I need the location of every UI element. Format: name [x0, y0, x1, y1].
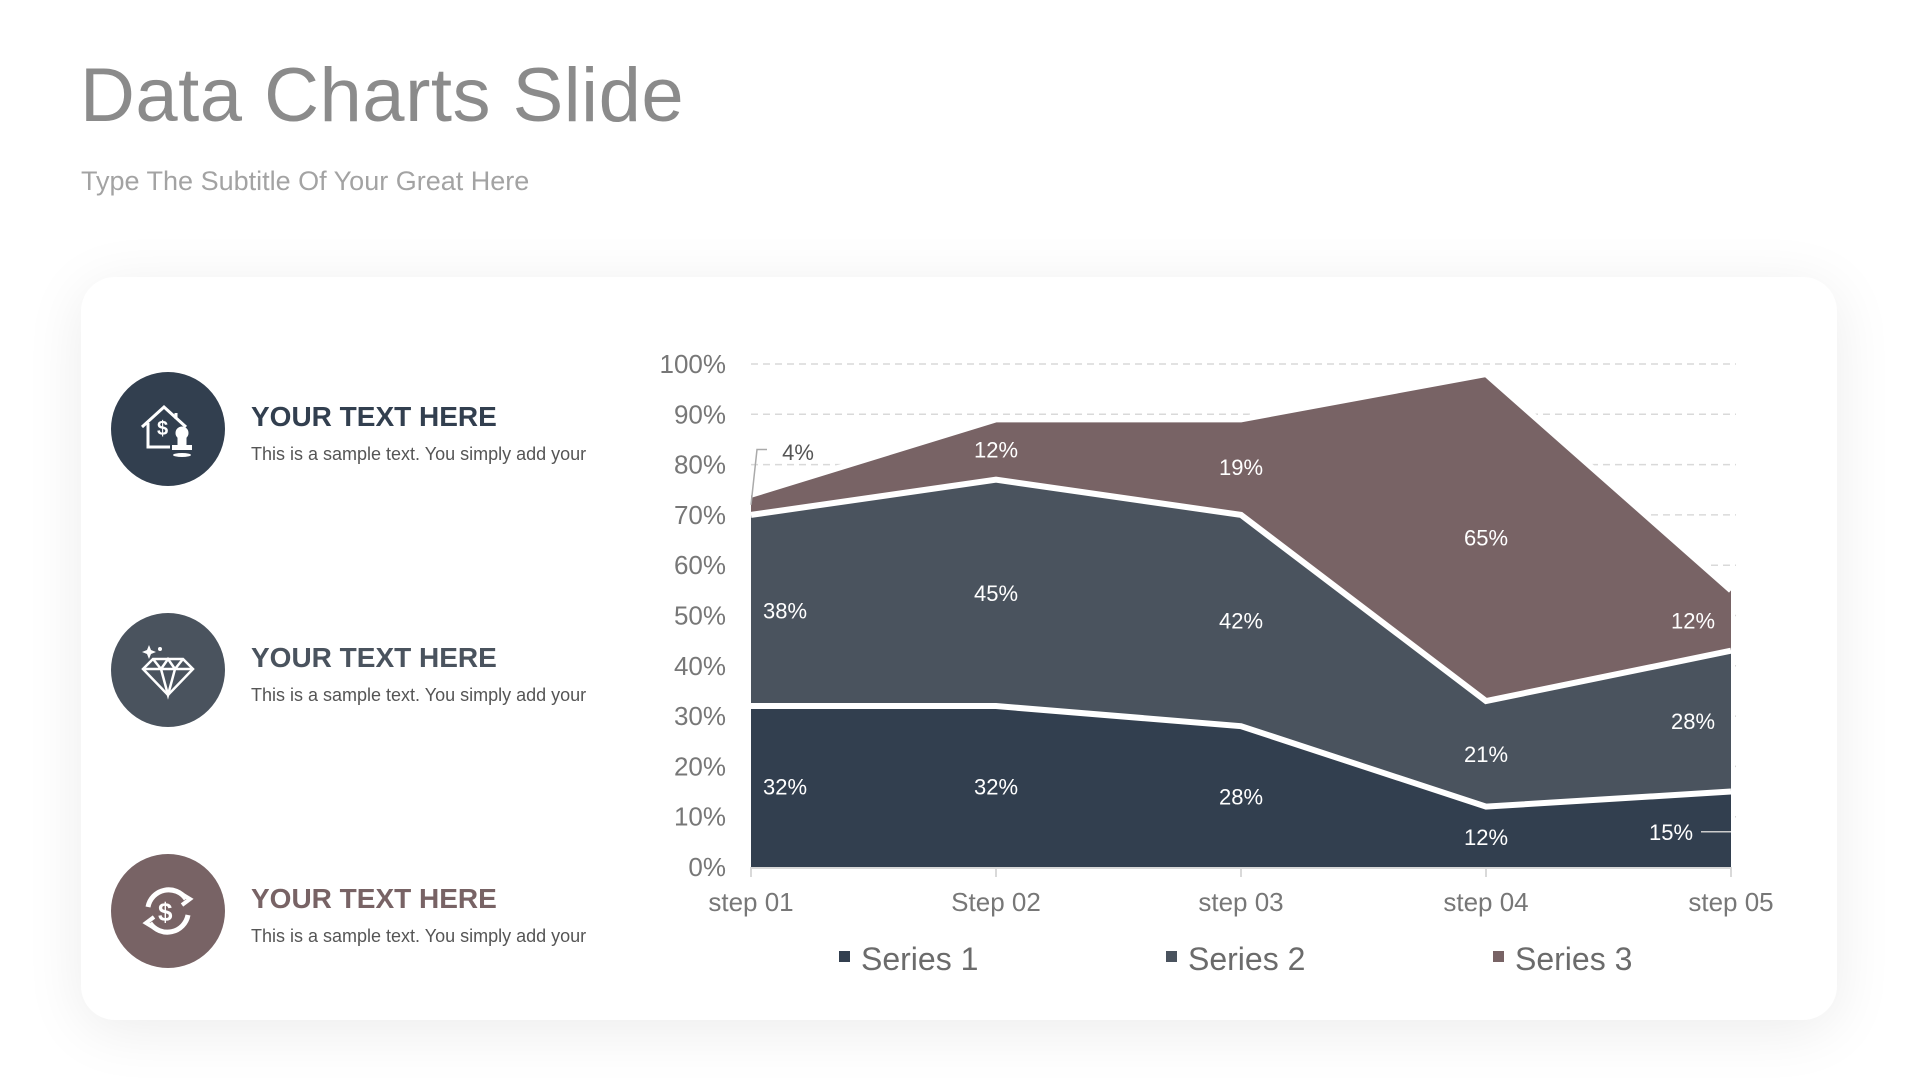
leader-line [750, 448, 767, 505]
y-tick-label: 0% [688, 852, 726, 882]
y-tick-label: 90% [674, 399, 726, 429]
legend-label: Series 2 [1188, 941, 1305, 977]
y-tick-label: 80% [674, 450, 726, 480]
series-boundary-line [750, 370, 1733, 593]
data-label: 28% [1671, 709, 1715, 734]
series-boundary-line [750, 476, 1732, 705]
item-heading: YOUR TEXT HERE [251, 401, 497, 432]
item-body: This is a sample text. You simply add yo… [251, 444, 587, 464]
x-tick-label: step 03 [1198, 887, 1283, 917]
svg-text:$: $ [157, 418, 168, 440]
area-series-3 [751, 374, 1731, 702]
item-body: This is a sample text. You simply add yo… [251, 685, 587, 705]
y-tick-label: 100% [660, 349, 727, 379]
y-tick-label: 40% [674, 651, 726, 681]
data-label: 32% [974, 775, 1018, 800]
data-label: 12% [1464, 825, 1508, 850]
svg-text:$: $ [158, 897, 173, 927]
item-body: This is a sample text. You simply add yo… [251, 926, 587, 946]
data-label: 28% [1219, 785, 1263, 810]
page-title: Data Charts Slide [80, 53, 685, 138]
data-label: 4% [782, 440, 814, 465]
text-item-3: $ YOUR TEXT HERE This is a sample text. … [111, 854, 631, 968]
data-label: 12% [974, 438, 1018, 463]
data-label: 45% [974, 581, 1018, 606]
x-tick-label: step 01 [708, 887, 793, 917]
x-tick-label: step 04 [1443, 887, 1528, 917]
text-item-2: YOUR TEXT HERE This is a sample text. Yo… [111, 613, 631, 727]
dollar-exchange-icon: $ [111, 854, 225, 968]
area-series-2 [751, 479, 1731, 807]
legend-label: Series 3 [1515, 941, 1632, 977]
data-label: 12% [1671, 609, 1715, 634]
data-label: 32% [763, 775, 807, 800]
legend-swatch [839, 951, 850, 962]
area-series-1 [751, 706, 1731, 867]
legend-swatch [1166, 951, 1177, 962]
y-tick-label: 20% [674, 751, 726, 781]
y-tick-label: 30% [674, 701, 726, 731]
item-heading: YOUR TEXT HERE [251, 642, 497, 673]
item-heading: YOUR TEXT HERE [251, 883, 497, 914]
text-item-1: $ YOUR TEXT HERE This is a sample text. … [111, 372, 631, 486]
legend-swatch [1493, 951, 1504, 962]
data-label: 65% [1464, 526, 1508, 551]
data-label: 19% [1219, 455, 1263, 480]
legend-label: Series 1 [861, 941, 978, 977]
data-label: 21% [1464, 742, 1508, 767]
y-tick-label: 60% [674, 550, 726, 580]
page-subtitle: Type The Subtitle Of Your Great Here [81, 166, 530, 196]
data-label: 15% [1649, 820, 1693, 845]
series-boundary-line [751, 703, 1732, 810]
house-dollar-stamp-icon: $ [111, 372, 225, 486]
x-tick-label: step 05 [1688, 887, 1773, 917]
y-tick-label: 50% [674, 601, 726, 631]
data-label: 42% [1219, 609, 1263, 634]
diamond-icon [111, 613, 225, 727]
y-tick-label: 70% [674, 500, 726, 530]
y-tick-label: 10% [674, 802, 726, 832]
x-tick-label: Step 02 [951, 887, 1041, 917]
data-label: 38% [763, 598, 807, 623]
